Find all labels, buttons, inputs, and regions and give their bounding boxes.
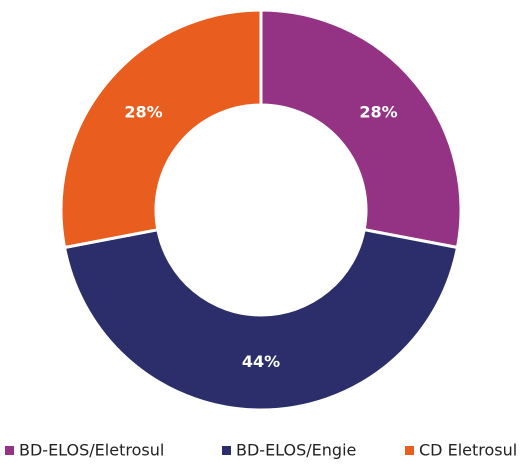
donut-slice <box>259 8 463 250</box>
data-label: 28% <box>359 102 397 121</box>
data-label: 28% <box>124 102 162 121</box>
legend-swatch <box>405 446 414 455</box>
legend-label: CD Eletrosul <box>419 441 517 460</box>
donut-slice <box>59 8 263 250</box>
legend-label: BD-ELOS/Eletrosul <box>19 441 164 460</box>
legend-label: BD-ELOS/Engie <box>236 441 356 460</box>
legend-swatch <box>5 446 14 455</box>
legend-swatch <box>222 446 231 455</box>
donut-slice <box>62 227 460 412</box>
data-label: 44% <box>242 352 280 371</box>
